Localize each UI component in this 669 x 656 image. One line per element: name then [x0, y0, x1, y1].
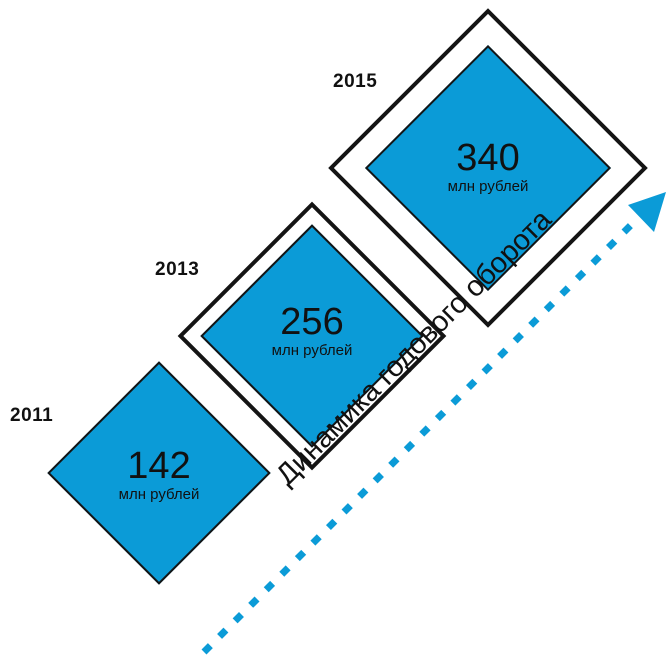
value-block: 142 млн рублей [89, 446, 229, 504]
value-number: 340 [456, 137, 520, 179]
year-label: 2011 [10, 405, 54, 426]
value-number: 256 [280, 301, 344, 343]
value-unit: млн рублей [118, 486, 200, 503]
value-unit: млн рублей [447, 178, 529, 195]
arrow-head [628, 192, 666, 232]
arrow-dotted-line [201, 217, 639, 655]
value-block: 340 млн рублей [418, 138, 558, 196]
value-number: 142 [127, 445, 191, 487]
year-label: 2015 [333, 71, 378, 92]
value-unit: млн рублей [271, 342, 353, 359]
year-label: 2013 [155, 259, 200, 280]
value-block: 256 млн рублей [242, 302, 382, 360]
